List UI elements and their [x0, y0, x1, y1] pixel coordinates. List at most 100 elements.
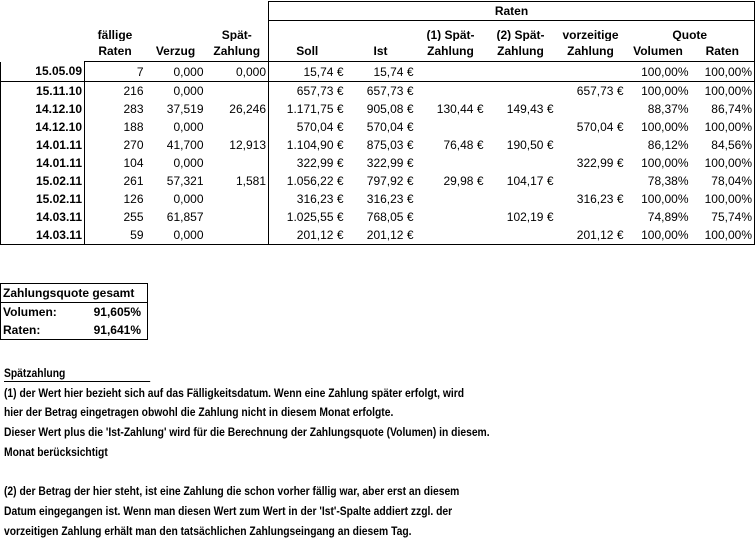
cell-faellige-raten: 270 — [123, 138, 144, 152]
cell-vorzeitige: 316,23 € — [576, 192, 624, 206]
cell-quote-volumen: 100,00% — [641, 120, 689, 134]
header-soll: Soll — [296, 44, 319, 58]
cell-date: 15.02.11 — [0, 190, 85, 208]
cell-ist: 905,08 € — [366, 102, 414, 116]
cell-vorzeitige: 570,04 € — [576, 120, 624, 134]
cell-ist: 768,05 € — [366, 210, 414, 224]
cell-date: 14.12.10 — [0, 100, 85, 118]
header-ist: Ist — [373, 44, 388, 58]
cell-soll: 1.104,90 € — [286, 138, 344, 152]
cell-quote-volumen: 88,37% — [647, 102, 689, 116]
cell-soll: 1.056,22 € — [286, 174, 344, 188]
table-row: 14.12.10 188 0,000 570,04 € 570,04 € 570,04 €… — [0, 118, 755, 136]
notes-title: Spätzahlung — [4, 366, 151, 382]
cell-verzug: 57,321 — [166, 174, 204, 188]
header-zahlung-1: Zahlung — [427, 44, 474, 58]
cell-ist: 797,92 € — [366, 174, 414, 188]
cell-spaet-zahlung — [205, 81, 269, 100]
summary-raten-label: Raten: — [3, 323, 41, 337]
cell-quote-volumen: 100,00% — [625, 226, 691, 245]
cell-quote-volumen: 100,00% — [641, 156, 689, 170]
cell-vorzeitige: 322,99 € — [576, 156, 624, 170]
header-volumen: Volumen — [633, 44, 683, 58]
cell-vorzeitige — [556, 172, 626, 190]
cell-spaet-2 — [486, 154, 556, 172]
table-row: 15.11.10 216 0,000 657,73 € 657,73 € 657,73 €… — [0, 81, 755, 100]
header-spaet-1: (1) Spät- — [426, 28, 475, 41]
cell-spaet-2 — [485, 226, 556, 245]
table-row: 15.05.09 7 0,000 0,000 15,74 €15,74 €100,00%… — [0, 61, 755, 82]
header-spaet: Spät- — [205, 20, 269, 41]
cell-quote-raten: 75,74% — [690, 208, 755, 226]
header-raten: Raten — [98, 44, 132, 58]
table-row: 14.12.10 283 37,519 26,246 1.171,75 € 905,08 … — [0, 100, 755, 118]
header-vorzeitige: vorzeitige — [562, 28, 619, 41]
cell-quote-volumen: 100,00% — [625, 61, 691, 82]
cell-date: 15.05.09 — [0, 61, 85, 82]
note-line: hier der Betrag eingetragen obwohl die Z… — [4, 405, 394, 420]
cell-spaet-zahlung: 26,246 — [205, 100, 269, 118]
cell-spaet-2: 104,17 € — [506, 174, 554, 188]
header-quote: Quote — [625, 20, 755, 41]
cell-spaet-zahlung — [205, 226, 269, 245]
cell-verzug: 0,000 — [173, 120, 204, 134]
cell-quote-raten: 86,74% — [690, 100, 755, 118]
cell-date: 15.02.11 — [0, 172, 85, 190]
table-row: 14.01.11 270 41,700 12,913 1.104,90 € 875,03 … — [0, 136, 755, 154]
cell-soll: 1.171,75 € — [286, 102, 344, 116]
header-raten-group: Raten — [268, 1, 755, 21]
cell-spaet-2 — [485, 61, 556, 82]
cell-soll: 15,74 € — [268, 61, 346, 82]
cell-faellige-raten: 7 — [84, 61, 146, 82]
cell-spaet-zahlung — [205, 118, 269, 136]
header-zahlung: Zahlung — [205, 41, 269, 62]
cell-verzug: 0,000 — [145, 226, 206, 245]
cell-ist: 570,04 € — [366, 120, 414, 134]
cell-ist: 875,03 € — [366, 138, 414, 152]
summary-raten-value: 91,641% — [93, 323, 141, 337]
cell-spaet-zahlung — [205, 190, 269, 208]
cell-spaet-2 — [486, 190, 556, 208]
summary-title: Zahlungsquote gesamt — [3, 286, 135, 300]
cell-faellige-raten: 283 — [123, 102, 144, 116]
cell-ist: 322,99 € — [366, 156, 414, 170]
cell-vorzeitige: 657,73 € — [576, 84, 624, 98]
cell-ist: 201,12 € — [345, 226, 416, 245]
cell-spaet-1: 76,48 € — [443, 138, 484, 152]
summary-volumen-label: Volumen: — [3, 305, 57, 319]
note-line: Monat berücksichtigt — [4, 444, 108, 459]
cell-soll: 657,73 € — [296, 84, 344, 98]
table-row: 14.03.11 255 61,857 1.025,55 € 768,05 € 102,1… — [0, 208, 755, 226]
cell-quote-volumen: 100,00% — [641, 84, 689, 98]
cell-date: 15.11.10 — [0, 81, 85, 100]
cell-spaet-1 — [416, 208, 486, 226]
cell-quote-raten: 100,00% — [690, 226, 755, 245]
cell-verzug: 37,519 — [166, 102, 204, 116]
header-faellige: fällige — [97, 28, 133, 41]
cell-spaet-1 — [416, 118, 486, 136]
cell-date: 14.01.11 — [0, 136, 85, 154]
cell-verzug: 0,000 — [145, 61, 206, 82]
cell-date: 14.01.11 — [0, 154, 85, 172]
cell-quote-volumen: 86,12% — [647, 138, 689, 152]
table-row: 14.03.11 59 0,000 201,12 €201,12 €201,12 €1… — [0, 226, 755, 245]
cell-verzug: 0,000 — [173, 84, 204, 98]
cell-faellige-raten: 104 — [123, 156, 144, 170]
table-row: 14.01.11 104 0,000 322,99 € 322,99 € 322,99 €… — [0, 154, 755, 172]
note-line: vorzeitigen Zahlung erhält man den tatsä… — [4, 523, 412, 538]
cell-soll: 201,12 € — [268, 226, 346, 245]
header-verzug: Verzug — [155, 44, 196, 58]
cell-soll: 316,23 € — [296, 192, 344, 206]
header-zahlung-vorzeitig: Zahlung — [567, 44, 614, 58]
cell-verzug: 41,700 — [166, 138, 204, 152]
cell-ist: 316,23 € — [366, 192, 414, 206]
cell-quote-raten: 100,00% — [690, 81, 755, 100]
notes: Spätzahlung (1) der Wert hier bezieht si… — [4, 364, 490, 538]
cell-quote-raten: 100,00% — [690, 154, 755, 172]
cell-verzug: 61,857 — [166, 210, 204, 224]
cell-vorzeitige — [555, 61, 626, 82]
header-zahlung-2: Zahlung — [497, 44, 544, 58]
cell-quote-raten: 100,00% — [690, 61, 755, 82]
header-quote-raten: Raten — [690, 41, 755, 62]
cell-faellige-raten: 126 — [123, 192, 144, 206]
